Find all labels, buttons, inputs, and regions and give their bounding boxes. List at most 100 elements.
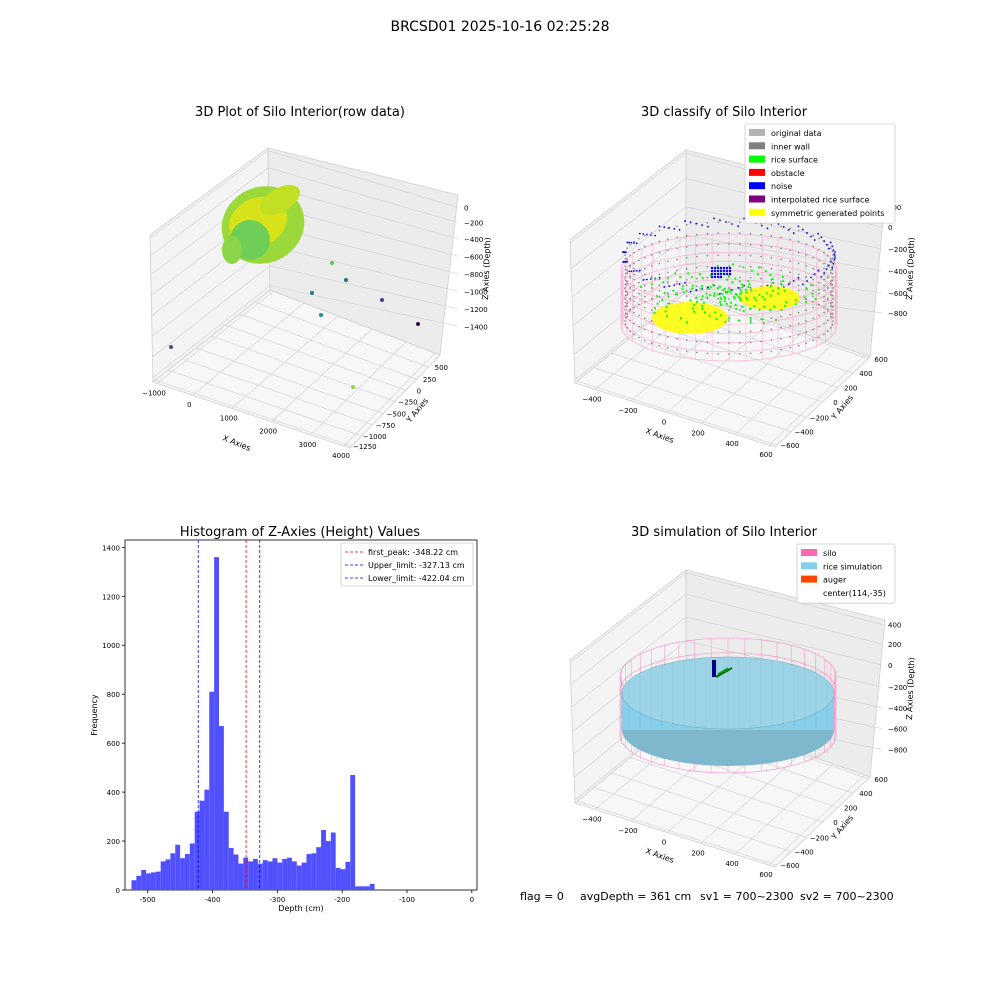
histogram-bar — [335, 867, 341, 890]
histogram-legend-label: Lower_limit: -422.04 cm — [368, 574, 465, 583]
histogram-bar — [214, 557, 219, 890]
classify-legend: original data inner wall rice surface obsta… — [744, 123, 896, 224]
sv1-status: sv1 = 700~2300 — [700, 890, 794, 903]
histogram-y-tick: 400 — [107, 789, 120, 797]
x-tick-label: 2000 — [259, 428, 277, 436]
raw-z-axis-label: Z Axies (Depth) — [481, 237, 492, 300]
histogram-bar — [272, 858, 278, 890]
legend-label: noise — [771, 182, 792, 191]
z-tick-label: −1000 — [464, 288, 488, 296]
classify-3d-plot: 3D classify of Silo Interior −400 −200 0 20… — [569, 105, 916, 459]
z-tick-label: −400 — [888, 268, 907, 276]
histogram-bar — [364, 886, 370, 890]
legend-label: obstacle — [771, 169, 805, 178]
histogram-bar — [345, 861, 351, 890]
histogram-bar — [296, 865, 302, 890]
y-tick-label: 200 — [844, 805, 857, 813]
y-tick-label: −200 — [810, 834, 829, 842]
legend-label: center(114,-35) — [823, 589, 886, 598]
classify-silo-wireframe — [620, 233, 838, 362]
y-tick-label: −400 — [795, 849, 814, 857]
histogram-bar — [282, 858, 288, 890]
y-tick-label: −600 — [780, 862, 799, 870]
histogram-bar — [131, 880, 137, 890]
histogram-x-tick: 0 — [470, 896, 474, 904]
histogram-bar — [150, 872, 156, 890]
outlier-point — [310, 291, 314, 295]
histogram-y-tick: 200 — [107, 838, 120, 846]
z-tick-label: −200 — [464, 220, 483, 228]
legend-label: rice simulation — [823, 562, 882, 571]
y-tick-label: 400 — [859, 790, 872, 798]
y-tick-label: −750 — [376, 422, 395, 430]
histogram-bar — [223, 811, 229, 890]
flag-status: flag = 0 — [520, 890, 564, 903]
z-tick-label: −600 — [464, 253, 483, 261]
sv2-status: sv2 = 700~2300 — [800, 890, 894, 903]
histogram-bars — [131, 557, 375, 890]
histogram-bar — [165, 859, 171, 890]
histogram-bar — [141, 869, 147, 890]
z-tick-label: 0 — [464, 205, 468, 213]
x-tick-label: 4000 — [332, 452, 350, 460]
histogram-bar — [369, 883, 375, 890]
histogram-bar — [160, 861, 166, 890]
histogram-bar — [170, 853, 176, 890]
histogram-bar — [155, 871, 161, 890]
z-tick-label: 200 — [888, 641, 901, 649]
histogram-y-tick: 600 — [107, 740, 120, 748]
y-tick-label: 250 — [423, 376, 436, 384]
raw-plot-title: 3D Plot of Silo Interior(row data) — [195, 105, 405, 120]
legend-label: rice surface — [771, 156, 818, 165]
x-tick-label: 600 — [759, 871, 772, 879]
classify-y-axis-label: Y Axies — [829, 393, 855, 422]
histogram-bar — [199, 800, 205, 890]
y-tick-label: 600 — [874, 776, 887, 784]
histogram-bar — [330, 832, 336, 890]
raw-plot-tick-labels: −1000 0 1000 2000 3000 4000−1250 −1000 −750 −500… — [142, 205, 488, 461]
z-tick-label: 400 — [888, 622, 901, 630]
z-tick-label: −600 — [888, 290, 907, 298]
x-tick-label: 600 — [759, 451, 772, 459]
histogram-tick-labels: -500 -400 -300 -200 -100 0 0 200 400 600 800 1000 12… — [102, 544, 474, 904]
histogram-bar — [146, 873, 151, 890]
z-tick-label: −800 — [888, 746, 907, 754]
histogram-bar — [248, 861, 254, 890]
histogram-bar — [359, 886, 365, 890]
legend-swatch — [801, 549, 817, 556]
y-tick-label: −600 — [780, 442, 799, 450]
raw-data-3d-plot: 3D Plot of Silo Interior(row data) −1000… — [142, 105, 492, 460]
classify-z-axis-label: Z Axies (Depth) — [905, 237, 916, 300]
outlier-point — [169, 345, 173, 349]
x-tick-label: −200 — [618, 827, 637, 835]
histogram-bar — [311, 853, 317, 890]
histogram-bar — [316, 847, 322, 890]
histogram-bar — [301, 862, 307, 890]
histogram-legend-label: first_peak: -348.22 cm — [368, 548, 458, 557]
histogram-x-tick: -400 — [205, 896, 221, 904]
outlier-point — [344, 278, 348, 282]
y-tick-label: 0 — [833, 399, 837, 407]
x-tick-label: −400 — [582, 815, 601, 823]
raw-outlier-points — [169, 261, 420, 389]
x-tick-label: 1000 — [220, 414, 238, 422]
legend-label: inner wall — [771, 142, 810, 151]
x-tick-label: 0 — [662, 418, 666, 426]
legend-swatch — [749, 168, 765, 176]
histogram-bar — [194, 811, 200, 890]
histogram-bar — [218, 726, 224, 890]
histogram-bar — [262, 860, 268, 890]
y-tick-label: 400 — [859, 370, 872, 378]
status-footer: flag = 0 avgDepth = 361 cm sv1 = 700~230… — [520, 890, 894, 903]
y-tick-label: −400 — [795, 429, 814, 437]
x-tick-label: −200 — [618, 407, 637, 415]
legend-swatch — [749, 155, 765, 163]
x-tick-label: −400 — [582, 395, 601, 403]
histogram-x-tick: -200 — [334, 896, 350, 904]
legend-swatch — [749, 142, 765, 150]
z-tick-label: −1200 — [464, 306, 488, 314]
histogram-y-tick: 1000 — [102, 642, 120, 650]
legend-swatch — [749, 129, 765, 136]
figure-suptitle: BRCSD01 2025-10-16 02:25:28 — [390, 19, 609, 35]
